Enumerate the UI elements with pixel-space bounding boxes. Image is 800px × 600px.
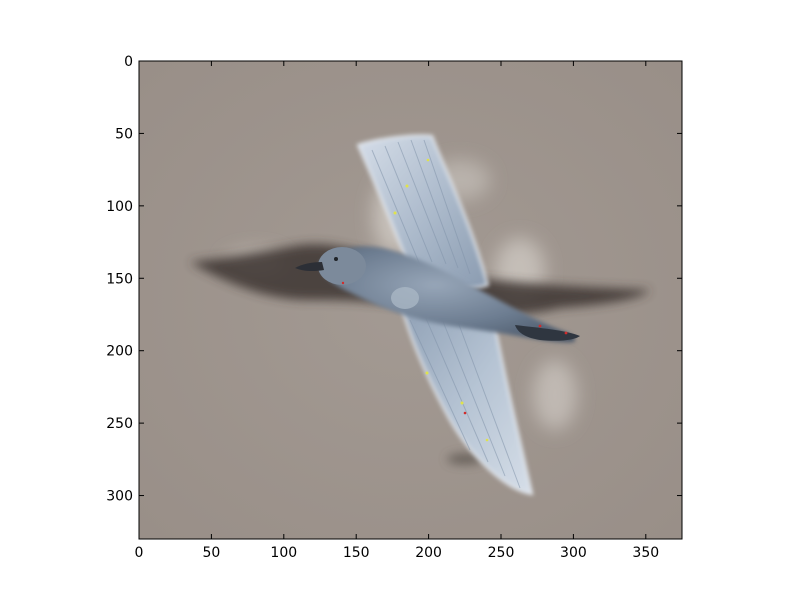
y-tick-label: 100 [106, 199, 133, 215]
y-tick-label: 250 [106, 416, 133, 432]
x-tick-label: 100 [270, 545, 297, 561]
x-tick-label: 0 [135, 545, 144, 561]
y-tick-label: 300 [106, 489, 133, 505]
y-tick-label: 150 [106, 271, 133, 287]
x-tick-label: 200 [415, 545, 442, 561]
x-tick-label: 150 [343, 545, 370, 561]
y-tick-label: 50 [115, 126, 133, 142]
y-tick-label: 200 [106, 344, 133, 360]
y-tick-label: 0 [124, 54, 133, 70]
upper-wing [356, 134, 490, 290]
bird-photo [139, 61, 682, 539]
axes-frame [138, 60, 683, 540]
x-axis-ticks: 0 50 100 150 200 250 300 350 [135, 61, 659, 561]
x-tick-label: 50 [202, 545, 220, 561]
bird-body [295, 246, 580, 343]
x-tick-label: 350 [632, 545, 659, 561]
lower-wing [398, 298, 534, 496]
x-tick-label: 250 [488, 545, 515, 561]
y-axis-ticks: 0 50 100 150 200 250 300 [106, 54, 682, 505]
x-tick-label: 300 [560, 545, 587, 561]
